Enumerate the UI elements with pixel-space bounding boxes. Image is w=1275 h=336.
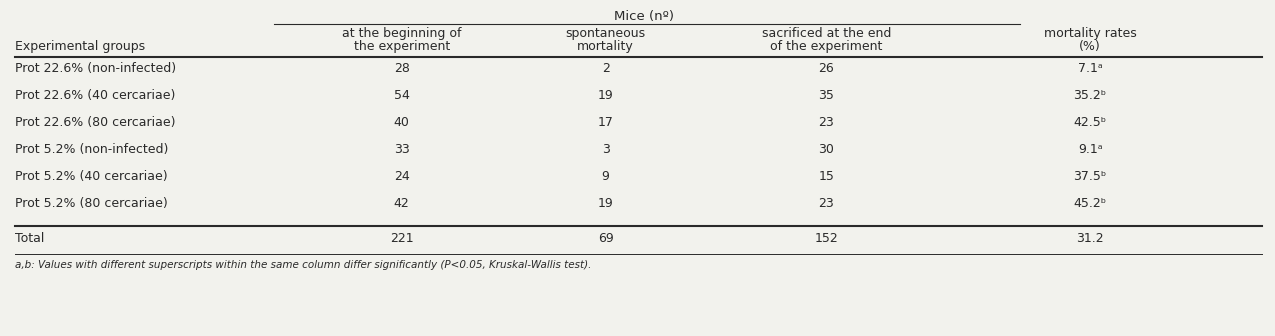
Text: spontaneous: spontaneous [566,27,645,40]
Text: 42: 42 [394,197,409,210]
Text: mortality rates: mortality rates [1044,27,1136,40]
Text: 35.2ᵇ: 35.2ᵇ [1074,89,1107,102]
Text: mortality: mortality [578,40,634,53]
Text: 23: 23 [819,116,834,129]
Text: 2: 2 [602,62,609,75]
Text: Mice (nº): Mice (nº) [613,10,674,23]
Text: Prot 5.2% (non-infected): Prot 5.2% (non-infected) [15,143,168,156]
Text: (%): (%) [1079,40,1102,53]
Text: 24: 24 [394,170,409,183]
Text: 23: 23 [819,197,834,210]
Text: 69: 69 [598,232,613,245]
Text: 19: 19 [598,197,613,210]
Text: 7.1ᵃ: 7.1ᵃ [1077,62,1103,75]
Text: a,b: Values with different superscripts within the same column differ significan: a,b: Values with different superscripts … [15,260,592,270]
Text: 9: 9 [602,170,609,183]
Text: Prot 5.2% (80 cercariae): Prot 5.2% (80 cercariae) [15,197,168,210]
Text: the experiment: the experiment [353,40,450,53]
Text: 15: 15 [819,170,834,183]
Text: 19: 19 [598,89,613,102]
Text: 37.5ᵇ: 37.5ᵇ [1074,170,1107,183]
Text: Prot 22.6% (40 cercariae): Prot 22.6% (40 cercariae) [15,89,176,102]
Text: sacrificed at the end: sacrificed at the end [761,27,891,40]
Text: 40: 40 [394,116,409,129]
Text: 42.5ᵇ: 42.5ᵇ [1074,116,1107,129]
Text: of the experiment: of the experiment [770,40,882,53]
Text: 221: 221 [390,232,413,245]
Text: 9.1ᵃ: 9.1ᵃ [1077,143,1103,156]
Text: at the beginning of: at the beginning of [342,27,462,40]
Text: Total: Total [15,232,45,245]
Text: 17: 17 [598,116,613,129]
Text: Prot 22.6% (non-infected): Prot 22.6% (non-infected) [15,62,176,75]
Text: 33: 33 [394,143,409,156]
Text: 26: 26 [819,62,834,75]
Text: 35: 35 [819,89,834,102]
Text: Prot 5.2% (40 cercariae): Prot 5.2% (40 cercariae) [15,170,168,183]
Text: Experimental groups: Experimental groups [15,40,145,53]
Text: 152: 152 [815,232,838,245]
Text: 54: 54 [394,89,409,102]
Text: 30: 30 [819,143,834,156]
Text: 45.2ᵇ: 45.2ᵇ [1074,197,1107,210]
Text: 28: 28 [394,62,409,75]
Text: 31.2: 31.2 [1076,232,1104,245]
Text: 3: 3 [602,143,609,156]
Text: Prot 22.6% (80 cercariae): Prot 22.6% (80 cercariae) [15,116,176,129]
